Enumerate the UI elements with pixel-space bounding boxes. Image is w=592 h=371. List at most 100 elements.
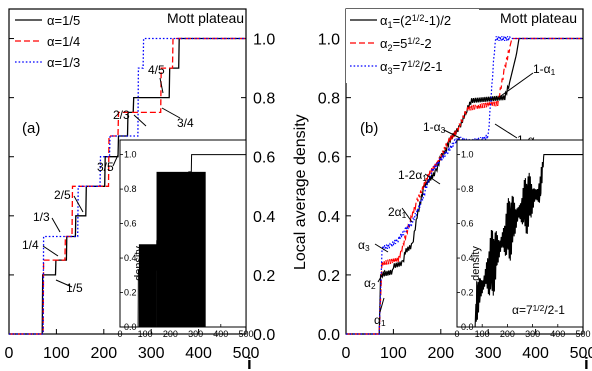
- panel-a-annotation-7: 3/4: [177, 116, 194, 130]
- panel-a-series-line-3: [9, 37, 246, 335]
- panel-a-inset-y-tick-label: 0.4: [124, 253, 137, 263]
- panel-a-inset-y-tick-label: 0.8: [124, 184, 137, 194]
- panel-a-annotation-6: 2/3: [113, 108, 130, 122]
- panel-b-inset-label: α=71/2/2-1: [512, 303, 565, 317]
- panel-b-inset-line: [457, 154, 583, 328]
- panel-a-inset-y-label: density: [133, 246, 145, 281]
- panel-b-series-line-2: [346, 37, 583, 335]
- panel-b-annotation-arrow-7: [377, 269, 386, 283]
- panel-b-mott-plateau-label: Mott plateau: [500, 10, 577, 26]
- panel-b-inset-x-tick-label: 400: [550, 329, 565, 339]
- panel-b-y-tick-label: 0.2: [318, 268, 340, 285]
- panel-a-annotation-arrow-2: [42, 245, 59, 257]
- panel-a-annotation-8: 4/5: [148, 63, 165, 77]
- panel-b-inset: 0.00.20.40.60.81.00 100 200 300 400 500densit…: [454, 139, 591, 339]
- panel-b-y-tick-label: 1.0: [318, 32, 340, 49]
- panel-b-y-axis-label: Local average density: [292, 114, 309, 270]
- panel-a-annotation-2: 1/4: [22, 238, 39, 252]
- panel-a: (a) Mott plateau 0.0 0.2 0.4 0.6 0.8 1.0 0 100…: [5, 8, 275, 371]
- panel-a-series-line-1: [9, 37, 246, 335]
- panel-b-annotation-2: 1-α3: [423, 120, 446, 135]
- panel-b-annotation-arrow-4: [424, 173, 441, 185]
- panel-a-inset-x-tick-label: 500: [238, 329, 253, 339]
- panel-a-x-tick-label: 400: [185, 345, 212, 362]
- panel-a-series: [9, 37, 246, 335]
- panel-a-annotation-arrow-3: [51, 217, 61, 233]
- panel-b-annotation-5: 2α1: [388, 205, 407, 220]
- panel-b-annotation-arrow-2: [443, 129, 461, 139]
- panel-b-annotation-arrow-3: [494, 123, 518, 139]
- panel-a-inset-x-tick-label: 0: [117, 329, 122, 339]
- panel-b-legend: α1=(21/2-1)/2 α2=51/2-2 α3=71/2/2-1: [346, 9, 479, 83]
- panel-a-annotation-arrow-6: [133, 114, 147, 127]
- panel-b-inset-frame: [456, 139, 584, 328]
- panel-a-inset-x-tick-label: 200: [163, 329, 178, 339]
- panel-a-annotation-arrow-5: [112, 154, 119, 167]
- panel-b-x-tick-label: 200: [427, 345, 454, 362]
- panel-a-inset-x-tick-label: 100: [138, 329, 153, 339]
- panel-b-y-tick-label: 0.8: [318, 91, 340, 108]
- panel-a-legend: α=1/5 α=1/4 α=1/3: [15, 13, 80, 70]
- panel-a-y-tick-label: 0.2: [253, 268, 275, 285]
- panel-b-annotation-8: α1: [374, 313, 386, 328]
- panel-b-left-axis: 0.0 0.2 0.4 0.6 0.8 1.0: [318, 32, 583, 344]
- panel-a-legend-label-1: α=1/5: [47, 13, 80, 28]
- panel-a-legend-label-2: α=1/4: [47, 34, 80, 49]
- panel-b-annotation-4: 1-2α1: [398, 168, 427, 183]
- panel-a-y-tick-label: 1.0: [253, 32, 275, 49]
- panel-a-legend-label-3: α=1/3: [47, 55, 80, 70]
- panel-a-annotation-arrow-4: [73, 195, 84, 213]
- panel-b-legend-box: [346, 9, 479, 83]
- panel-b-inset-y-tick-label: 0.4: [461, 253, 474, 263]
- panel-b-annotation-arrow-8: [379, 297, 385, 313]
- panel-a-series-line-2: [9, 37, 246, 335]
- panel-a-x-tick-label: 300: [138, 345, 165, 362]
- panel-a-inset-label: α=1/3: [175, 303, 206, 317]
- panel-b-annotation-arrow-5: [401, 207, 413, 223]
- panel-a-inset-oscillation-band-1: [138, 244, 157, 327]
- panel-b-inset-x-tick-label: 300: [525, 329, 540, 339]
- panel-a-annotation-arrow-7: [161, 107, 181, 119]
- panel-a-annotation-5: 3/5: [97, 160, 114, 174]
- panel-a-y-tick-label: 0.4: [253, 209, 275, 226]
- panel-b-x-tick-label: 300: [475, 345, 502, 362]
- panel-a-inset-oscillation-band-2: [156, 171, 206, 327]
- panel-b-annotation-arrow-1: [497, 72, 534, 99]
- panel-b-inset-y-tick-label: 0.6: [461, 219, 474, 229]
- panel-a-x-tick-label: 0: [5, 345, 14, 362]
- panel-b-y-tick-label: 0.0: [318, 327, 340, 344]
- panel-a-x-tick-label: 200: [90, 345, 117, 362]
- panel-b-inset-y-label: density: [470, 246, 482, 281]
- panel-b-annotation-1: 1-α1: [533, 62, 556, 77]
- panel-b-inset-x-tick-label: 200: [500, 329, 515, 339]
- panel-a-annotation-1: 1/5: [66, 281, 83, 295]
- panel-a-x-tick-label: 500: [233, 345, 260, 362]
- panel-b-bottom-axis: 0 100 200 300 400 500: [342, 329, 592, 362]
- panel-b-y-tick-label: 0.4: [318, 209, 340, 226]
- panel-b-y-tick-label: 0.6: [318, 150, 340, 167]
- panel-a-fraction-annotations: 1/5 1/4 1/3 2/5 3/5 2/3 3/4 4/5: [22, 63, 194, 295]
- panel-b-label: (b): [360, 120, 378, 137]
- panel-a-annotation-arrow-1: [55, 279, 73, 288]
- panel-b-inset-y-tick-label: 0.8: [461, 184, 474, 194]
- panel-b-x-tick-label: 0: [342, 345, 351, 362]
- panel-a-y-tick-label: 0.0: [253, 327, 275, 344]
- panel-b-annotation-arrow-6: [374, 243, 389, 253]
- panel-a-inset-y-tick-label: 0.2: [124, 288, 137, 298]
- panel-a-bottom-axis: 0 100 200 300 400 500: [5, 329, 260, 362]
- panel-a-mott-plateau-label: Mott plateau: [167, 10, 244, 26]
- panel-b-inset-y-tick-label: 1.0: [461, 150, 474, 160]
- panel-b-annotation-7: α2: [364, 276, 376, 291]
- panel-b-annotation-6: α3: [358, 238, 370, 253]
- panel-b-inset-x-tick-label: 500: [575, 329, 590, 339]
- panel-a-inset-y-tick-label: 1.0: [124, 150, 137, 160]
- panel-b: (b) Mott plateau 0.0 0.2 0.4 0.6 0.8 1.0 0 100…: [292, 8, 592, 371]
- panel-b-x-tick-label: 100: [380, 345, 407, 362]
- panel-b-inset-y-tick-label: 0.2: [461, 288, 474, 298]
- panel-a-annotation-4: 2/5: [54, 188, 71, 202]
- panel-a-label: (a): [22, 120, 40, 137]
- panel-b-legend-label-2: α2=51/2-2: [380, 36, 432, 53]
- panel-b-inset-x-tick-label: 0: [454, 329, 459, 339]
